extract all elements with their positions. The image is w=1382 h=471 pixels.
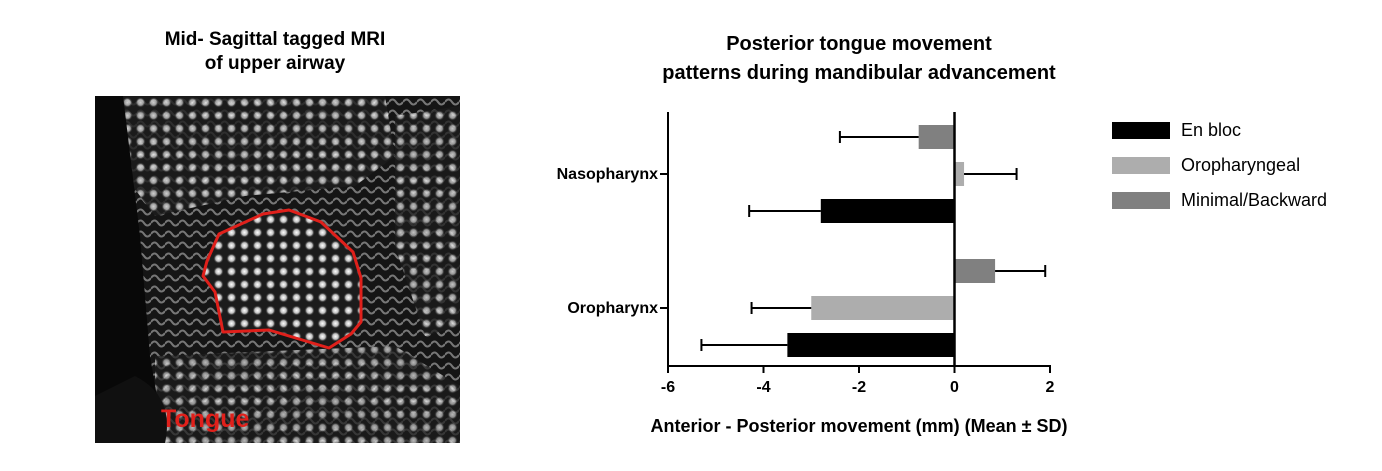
legend-label-0: En bloc [1181,120,1241,140]
x-tick-label-3: 0 [950,379,959,396]
legend: En bloc Oropharyngeal Minimal/Backward [1112,120,1327,210]
mri-title-line2: of upper airway [204,53,346,74]
category-label-1: Oropharynx [567,300,658,317]
mri-title-line1: Mid- Sagittal tagged MRI [164,29,386,50]
category-label-0: Nasopharynx [557,166,658,183]
tongue-region [203,210,361,348]
tongue-outline [201,208,363,350]
bar-0-1 [954,162,965,186]
bar-0-2 [918,125,955,149]
legend-swatch-2 [1112,192,1170,209]
mri-title: Mid- Sagittal tagged MRI of upper airway [95,28,455,76]
bar-1-2 [954,259,996,283]
legend-swatch-0 [1112,122,1170,139]
legend-swatch-1 [1112,157,1170,174]
x-tick-label-2: -2 [852,379,866,396]
bar-1-0 [787,333,955,357]
bar-0-0 [820,199,955,223]
mri-image: Tongue [95,96,460,443]
bar-1-1 [811,296,955,320]
chart-title-line1: Posterior tongue movement [726,33,992,55]
x-tick-label-0: -6 [661,379,675,396]
legend-label-2: Minimal/Backward [1181,190,1327,210]
x-tick-label-4: 2 [1046,379,1055,396]
legend-label-1: Oropharyngeal [1181,155,1300,175]
x-axis-label: Anterior - Posterior movement (mm) (Mean… [651,416,1068,436]
plot-area: -6 -4 -2 0 2 Nasopharynx Oropharynx [557,112,1055,396]
chart-title-line2: patterns during mandibular advancement [662,62,1056,84]
x-tick-label-1: -4 [756,379,770,396]
tongue-label: Tongue [161,405,249,433]
